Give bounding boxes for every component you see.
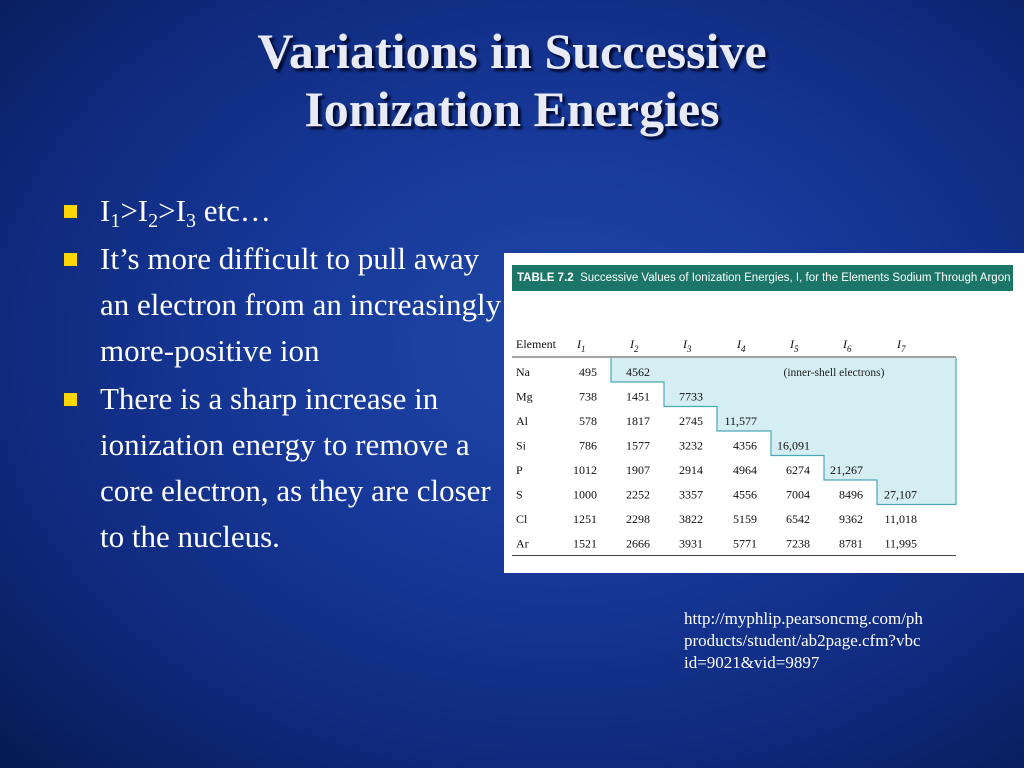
cell-value: 6542 <box>786 512 810 526</box>
cell-value: 1521 <box>573 537 597 551</box>
column-header-i3: I3 <box>682 337 692 354</box>
table-caption: TABLE 7.2 Successive Values of Ionizatio… <box>512 265 1024 291</box>
cell-value: 738 <box>579 390 597 404</box>
bullet-item: It’s more difficult to pull away an elec… <box>62 236 502 374</box>
cell-value: 8781 <box>839 537 863 551</box>
cell-element: Na <box>516 365 531 379</box>
column-header-i4: I4 <box>736 337 746 354</box>
bullet-ionization-order: I1>I2>I3 etc… <box>100 193 271 232</box>
cell-value: 2252 <box>626 488 650 502</box>
cell-element: Al <box>516 414 529 428</box>
cell-value: 1577 <box>626 439 650 453</box>
cell-value: 11,995 <box>884 537 917 551</box>
cell-value: 16,091 <box>777 439 810 453</box>
cell-element: Si <box>516 439 527 453</box>
cell-value: 4562 <box>626 365 650 379</box>
cell-value: 7004 <box>786 488 810 502</box>
cell-value: 1817 <box>626 414 650 428</box>
cell-value: 578 <box>579 414 597 428</box>
column-header-i5: I5 <box>789 337 799 354</box>
cell-element: Mg <box>516 390 533 404</box>
cell-value: 11,018 <box>884 512 917 526</box>
cell-value: 1000 <box>573 488 597 502</box>
column-header-element: Element <box>516 337 557 351</box>
cell-value: 5159 <box>733 512 757 526</box>
cell-value: 8496 <box>839 488 863 502</box>
cell-value: 27,107 <box>884 488 917 502</box>
column-header-i6: I6 <box>842 337 852 354</box>
cell-value: 9362 <box>839 512 863 526</box>
cell-value: 7238 <box>786 537 810 551</box>
bullet-text: It’s more difficult to pull away an elec… <box>100 241 502 368</box>
bullet-text: There is a sharp increase in ionization … <box>100 381 491 554</box>
cell-value: 3931 <box>679 537 703 551</box>
cell-element: Cl <box>516 512 528 526</box>
cell-value: 1251 <box>573 512 597 526</box>
cell-value: 4964 <box>733 463 757 477</box>
column-header-i1: I1 <box>576 337 586 354</box>
cell-value: 2666 <box>626 537 650 551</box>
cell-value: 1012 <box>573 463 597 477</box>
cell-value: 2298 <box>626 512 650 526</box>
bullet-item: I1>I2>I3 etc… <box>62 188 502 234</box>
square-bullet-icon <box>64 205 77 218</box>
inner-shell-boundary <box>610 358 957 506</box>
source-url[interactable]: http://myphlip.pearsoncmg.com/phproducts… <box>684 609 923 672</box>
inner-shell-highlight <box>611 358 956 505</box>
cell-value: 6274 <box>786 463 810 477</box>
cell-value: 2914 <box>679 463 703 477</box>
square-bullet-icon <box>64 253 77 266</box>
ionization-energy-table: Element I1 I2 I3 I4 I5 I6 I7 (inner-shell electr… <box>512 337 957 556</box>
table-caption-text: Successive Values of Ionization Energies… <box>580 272 1024 284</box>
cell-value: 3232 <box>679 439 703 453</box>
cell-value: 3357 <box>679 488 703 502</box>
column-header-i7: I7 <box>896 337 906 354</box>
cell-value: 7733 <box>679 390 703 404</box>
cell-value: 21,267 <box>830 463 863 477</box>
cell-value: 1451 <box>626 390 650 404</box>
slide-title-line-1: Variations in Successive <box>257 23 767 79</box>
cell-value: 786 <box>579 439 597 453</box>
cell-element: S <box>516 488 523 502</box>
cell-element: Ar <box>516 537 529 551</box>
bullet-item: There is a sharp increase in ionization … <box>62 376 502 560</box>
square-bullet-icon <box>64 393 77 406</box>
table-caption-label: TABLE 7.2 <box>517 272 574 284</box>
cell-element: P <box>516 463 523 477</box>
cell-value: 4356 <box>733 439 757 453</box>
column-header-i2: I2 <box>629 337 639 354</box>
cell-value: 1907 <box>626 463 650 477</box>
bullet-list: I1>I2>I3 etc… It’s more difficult to pul… <box>62 188 502 562</box>
cell-value: 5771 <box>733 537 757 551</box>
cell-value: 4556 <box>733 488 757 502</box>
cell-value: 495 <box>579 365 597 379</box>
slide-title: Variations in Successive Ionization Ener… <box>0 22 1024 138</box>
slide-title-line-2: Ionization Energies <box>304 81 720 137</box>
cell-value: 11,577 <box>724 414 757 428</box>
inner-shell-note: (inner-shell electrons) <box>784 367 885 379</box>
cell-value: 3822 <box>679 512 703 526</box>
cell-value: 2745 <box>679 414 703 428</box>
ionization-table-figure: TABLE 7.2 Successive Values of Ionizatio… <box>504 253 1024 573</box>
